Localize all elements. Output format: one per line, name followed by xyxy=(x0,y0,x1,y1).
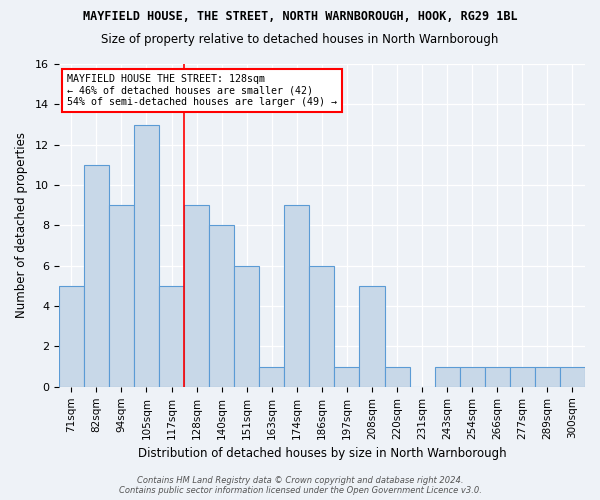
Bar xyxy=(560,366,585,387)
Text: MAYFIELD HOUSE, THE STREET, NORTH WARNBOROUGH, HOOK, RG29 1BL: MAYFIELD HOUSE, THE STREET, NORTH WARNBO… xyxy=(83,10,517,23)
Bar xyxy=(460,366,485,387)
Bar xyxy=(159,286,184,387)
Bar xyxy=(259,366,284,387)
Bar xyxy=(334,366,359,387)
Text: Contains HM Land Registry data © Crown copyright and database right 2024.
Contai: Contains HM Land Registry data © Crown c… xyxy=(119,476,481,495)
Y-axis label: Number of detached properties: Number of detached properties xyxy=(15,132,28,318)
Bar xyxy=(59,286,84,387)
Bar xyxy=(359,286,385,387)
Bar xyxy=(209,226,234,387)
Bar xyxy=(434,366,460,387)
Bar xyxy=(284,205,310,387)
Text: Size of property relative to detached houses in North Warnborough: Size of property relative to detached ho… xyxy=(101,32,499,46)
Bar xyxy=(109,205,134,387)
Bar xyxy=(485,366,510,387)
Bar xyxy=(510,366,535,387)
Bar xyxy=(134,124,159,387)
Text: MAYFIELD HOUSE THE STREET: 128sqm
← 46% of detached houses are smaller (42)
54% : MAYFIELD HOUSE THE STREET: 128sqm ← 46% … xyxy=(67,74,337,107)
Bar xyxy=(385,366,410,387)
Bar xyxy=(310,266,334,387)
Bar xyxy=(234,266,259,387)
Bar xyxy=(535,366,560,387)
X-axis label: Distribution of detached houses by size in North Warnborough: Distribution of detached houses by size … xyxy=(137,447,506,460)
Bar xyxy=(184,205,209,387)
Bar xyxy=(84,165,109,387)
